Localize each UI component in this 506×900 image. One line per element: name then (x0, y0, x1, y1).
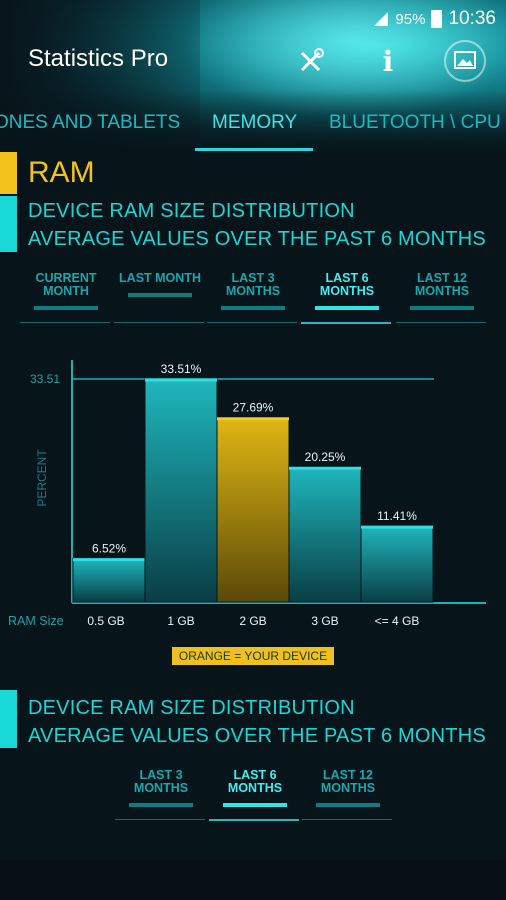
section2-subtitle: DEVICE RAM SIZE DISTRIBUTION (28, 697, 355, 719)
period-tab-current-month[interactable]: CURRENT MONTH (20, 271, 112, 323)
header-fade (0, 90, 506, 152)
period-tabs-2: LAST 3 MONTHS LAST 6 MONTHS LAST 12 MONT… (20, 769, 486, 829)
chart-bars: 6.52% 0.5 GB 33.51% 1 GB 27.69% 2 GB 20.25% 3 G… (72, 362, 434, 628)
period-tab-label-2: MONTHS (227, 781, 283, 795)
period-tab-indicator (410, 306, 474, 310)
bar-4-gb (360, 525, 434, 603)
bar-2-gb (216, 417, 290, 603)
period-tab-label: LAST MONTH (119, 271, 201, 285)
bar-value-label: 33.51% (161, 362, 202, 376)
period-tab-label-2: MONTHS (319, 284, 375, 298)
image-glyph (454, 51, 476, 69)
period-tab-indicator (221, 306, 285, 310)
tab-phones-tablets[interactable]: ONES AND TABLETS (0, 112, 181, 133)
period-tab-divider (396, 322, 486, 323)
category-tabs: ONES AND TABLETS MEMORY BLUETOOTH \ CPU … (0, 100, 506, 152)
x-tick-label: 3 GB (311, 614, 338, 628)
bar-value-label: 20.25% (305, 450, 346, 464)
period-tab-indicator (34, 306, 98, 310)
clock: 10:36 (448, 8, 496, 29)
period-tab-last-3-months[interactable]: LAST 3 MONTHS (207, 271, 299, 323)
period-tab-divider (301, 322, 391, 324)
period-tab-indicator (315, 306, 379, 310)
period-tab-label: LAST 6 (325, 271, 369, 285)
subtitle-marker (0, 196, 17, 252)
period-tab-indicator (129, 803, 193, 807)
tab-active-indicator (195, 148, 313, 151)
period2-tab-last-6-months[interactable]: LAST 6 MONTHS (209, 768, 301, 821)
status-bar: 95% 10:36 (373, 8, 496, 30)
period-tab-divider (209, 819, 299, 821)
period-tab-indicator (223, 803, 287, 807)
section2-subtitle-period: AVERAGE VALUES OVER THE PAST 6 MONTHS (28, 725, 486, 747)
period-tab-label-2: MONTHS (320, 781, 376, 795)
period2-tab-last-3-months[interactable]: LAST 3 MONTHS (115, 768, 207, 820)
period-tab-divider (20, 322, 110, 323)
battery-icon (431, 10, 443, 28)
x-tick-label: 0.5 GB (87, 614, 124, 628)
period-tab-label: LAST 6 (233, 768, 277, 782)
tab-memory[interactable]: MEMORY (212, 112, 298, 133)
section-subtitle-period: AVERAGE VALUES OVER THE PAST 6 MONTHS (28, 228, 486, 250)
ram-size-chart: 33.51 PERCENT RAM Size 6.52% 0.5 GB 33.51%… (8, 360, 486, 628)
bar-value-label: 11.41% (377, 509, 417, 523)
x-tick-label: 1 GB (167, 614, 194, 628)
period-tab-label: LAST 12 (322, 768, 373, 782)
period-tab-label: LAST 12 (416, 271, 467, 285)
app-title: Statistics Pro (28, 45, 169, 72)
battery-percent: 95% (395, 10, 426, 28)
y-max-label: 33.51 (30, 372, 60, 386)
period-tab-label: LAST 3 (231, 271, 275, 285)
tools-icon[interactable] (290, 40, 332, 82)
period-tab-last-month[interactable]: LAST MONTH (114, 271, 206, 323)
x-tick-label: <= 4 GB (375, 614, 420, 628)
period-tab-indicator (128, 293, 192, 297)
ram-title-marker (0, 152, 17, 194)
period-tab-divider (115, 819, 205, 820)
period-tab-label-2: MONTHS (414, 284, 470, 298)
period2-tab-last-12-months[interactable]: LAST 12 MONTHS (302, 768, 394, 820)
period-tab-label-2: MONTH (43, 284, 89, 298)
y-axis-label: PERCENT (35, 449, 49, 507)
image-icon[interactable] (444, 40, 486, 82)
period-tab-indicator (316, 803, 380, 807)
subtitle-marker-2 (0, 690, 17, 748)
x-axis-label: RAM Size (8, 614, 64, 628)
period-tab-last-6-months[interactable]: LAST 6 MONTHS (301, 271, 393, 324)
period-tab-divider (207, 322, 297, 323)
period-tab-divider (114, 322, 204, 323)
bar-3-gb (288, 466, 362, 603)
period-tab-label-2: MONTHS (225, 284, 281, 298)
period-tab-divider (302, 819, 392, 820)
legend-your-device: ORANGE = YOUR DEVICE (172, 647, 334, 665)
info-icon[interactable]: i (382, 44, 394, 78)
bar-1-gb (144, 378, 218, 603)
period-tabs: CURRENT MONTH LAST MONTH LAST 3 MONTHS L… (20, 272, 486, 332)
tab-bluetooth-cpu[interactable]: BLUETOOTH \ CPU V (329, 112, 506, 133)
section-subtitle: DEVICE RAM SIZE DISTRIBUTION (28, 200, 355, 222)
bar-value-label: 6.52% (92, 542, 126, 556)
bar-0-5-gb (72, 558, 146, 603)
period-tab-label: LAST 3 (139, 768, 183, 782)
period-tab-label-2: MONTHS (133, 781, 189, 795)
period-tab-last-12-months[interactable]: LAST 12 MONTHS (396, 271, 488, 323)
tools-glyph (300, 48, 324, 72)
section-title: RAM (28, 156, 95, 189)
period-tab-label: CURRENT (35, 271, 97, 285)
signal-icon (374, 12, 389, 26)
x-tick-label: 2 GB (239, 614, 266, 628)
bottom-area (0, 860, 506, 900)
bar-value-label: 27.69% (233, 401, 274, 415)
